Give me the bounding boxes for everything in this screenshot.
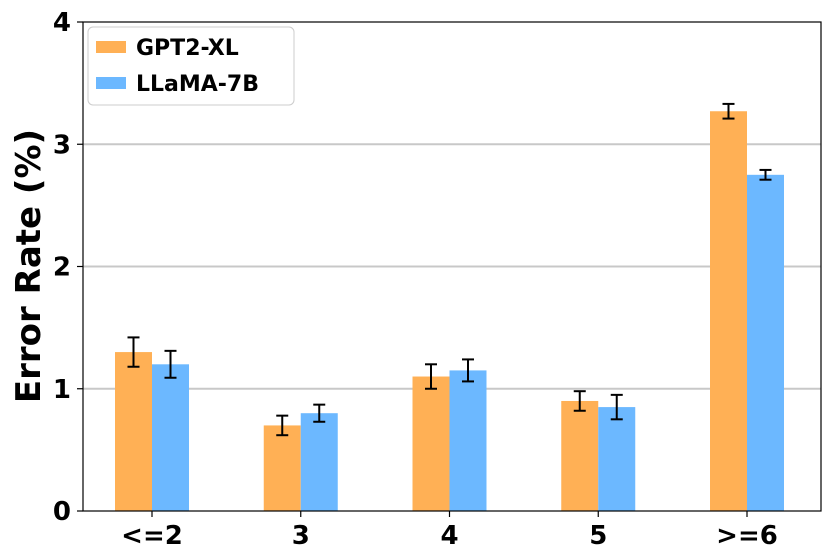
error-bars (127, 102, 772, 437)
bar-llama-7b-1 (300, 413, 338, 511)
x-tick-label: 4 (440, 521, 458, 551)
error-bar (313, 403, 326, 423)
x-tick-label: 5 (589, 521, 607, 551)
y-tick-label: 1 (53, 375, 71, 405)
bar-gpt2-xl-4 (710, 111, 747, 512)
legend-box (87, 26, 295, 106)
error-bar (759, 168, 772, 181)
error-bar (127, 336, 140, 368)
y-tick-label: 0 (53, 497, 71, 527)
x-axis-ticks: <=2 3 4 5 >=6 (121, 511, 778, 551)
legend-label: GPT2-XL (136, 36, 239, 61)
bars (115, 111, 784, 512)
bar-llama-7b-3 (598, 407, 636, 511)
error-bar (722, 102, 735, 120)
bar-llama-7b-4 (747, 174, 784, 511)
bar-gpt2-xl-2 (412, 376, 450, 511)
legend: GPT2-XL LLaMA-7B (87, 26, 295, 106)
y-axis-ticks: 0 1 2 3 4 (53, 8, 83, 527)
error-bar (573, 390, 586, 412)
error-bar (425, 363, 437, 390)
error-bar (462, 358, 474, 383)
y-tick-label: 2 (53, 253, 71, 283)
bar-gpt2-xl-0 (115, 352, 152, 511)
legend-swatch (96, 77, 126, 89)
x-tick-label: 3 (292, 521, 310, 551)
bar-gpt2-xl-1 (263, 425, 301, 511)
y-axis-label: Error Rate (%) (9, 129, 49, 403)
y-tick-label: 3 (53, 130, 71, 160)
bar-gpt2-xl-3 (561, 400, 599, 511)
error-bar (610, 393, 623, 421)
y-tick-label: 4 (53, 8, 71, 38)
x-tick-label: >=6 (716, 521, 778, 551)
x-tick-label: <=2 (121, 521, 183, 551)
legend-label: LLaMA-7B (136, 72, 259, 97)
bar-llama-7b-2 (449, 370, 487, 511)
error-bar (164, 349, 177, 379)
bar-llama-7b-0 (152, 364, 189, 511)
error-bar (276, 414, 289, 437)
legend-swatch (96, 41, 126, 53)
